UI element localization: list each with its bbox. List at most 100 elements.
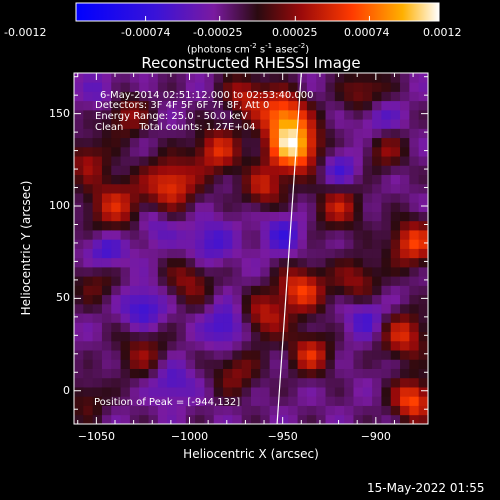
heatmap-cell: [325, 266, 336, 277]
heatmap-cell: [111, 183, 121, 194]
heatmap-cell: [83, 313, 94, 323]
heatmap-cell: [325, 211, 336, 222]
heatmap-cell: [325, 405, 336, 416]
heatmap-cell: [157, 377, 168, 388]
heatmap-cell: [167, 220, 177, 231]
heatmap-cell: [288, 359, 298, 369]
footer-timestamp: 15-May-2022 01:55: [367, 481, 485, 495]
heatmap-cell: [288, 137, 298, 148]
heatmap-cell: [129, 220, 140, 231]
heatmap-cell: [269, 220, 280, 231]
heatmap-cell: [372, 248, 382, 259]
heatmap-cell: [418, 368, 428, 379]
heatmap-cell: [418, 230, 428, 240]
heatmap-cell: [316, 156, 326, 166]
heatmap-cell: [288, 248, 298, 259]
heatmap-cell: [101, 202, 112, 212]
heatmap-cell: [409, 183, 420, 194]
heatmap-cell: [120, 405, 131, 416]
heatmap-cell: [92, 137, 103, 148]
heatmap-cell: [362, 257, 373, 268]
heatmap-cell: [390, 119, 401, 129]
heatmap-cell: [353, 174, 364, 185]
heatmap-cell: [223, 211, 233, 222]
heatmap-cell: [334, 257, 345, 268]
heatmap-cell: [269, 128, 280, 139]
heatmap-cell: [83, 294, 94, 305]
heatmap-cell: [195, 396, 205, 406]
heatmap-cell: [372, 211, 382, 222]
heatmap-cell: [74, 183, 84, 194]
heatmap-cell: [381, 294, 392, 305]
heatmap-cell: [251, 230, 261, 240]
heatmap-cell: [381, 303, 392, 314]
axis-ticks: [74, 73, 428, 424]
heatmap-cell: [129, 165, 140, 176]
heatmap-cell: [185, 368, 196, 379]
heatmap-cell: [400, 239, 410, 249]
heatmap-cell: [111, 202, 121, 212]
heatmap-cell: [83, 350, 94, 360]
heatmap-cell: [334, 340, 345, 351]
heatmap-cell: [139, 396, 149, 406]
heatmap-cell: [306, 211, 317, 222]
heatmap-cell: [260, 165, 271, 176]
heatmap-cell: [418, 109, 428, 120]
heatmap-cell: [334, 313, 345, 323]
heatmap-cell: [297, 257, 308, 268]
heatmap-cell: [139, 303, 149, 314]
heatmap-cell: [167, 414, 177, 424]
heatmap-cell: [325, 100, 336, 111]
heatmap-cell: [148, 128, 159, 139]
heatmap-cell: [204, 109, 215, 120]
heatmap-cell: [278, 100, 289, 111]
heatmap-cell: [400, 220, 410, 231]
heatmap-cell: [306, 368, 317, 379]
heatmap-cell: [157, 211, 168, 222]
heatmap-cell: [176, 100, 187, 111]
heatmap-cell: [92, 257, 103, 268]
heatmap-cell: [409, 73, 420, 83]
heatmap-cell: [223, 183, 233, 194]
heatmap-cell: [111, 257, 121, 268]
y-tick-label: 0: [63, 383, 70, 397]
heatmap-cell: [120, 331, 131, 342]
heatmap-cell: [390, 239, 401, 249]
heatmap-cell: [83, 211, 94, 222]
heatmap-cell: [148, 303, 159, 314]
heatmap-cell: [74, 340, 84, 351]
heatmap-cell: [306, 405, 317, 416]
heatmap-cell: [288, 387, 298, 397]
heatmap-cell: [390, 146, 401, 157]
heatmap-cell: [278, 257, 289, 268]
heatmap-cell: [390, 350, 401, 360]
heatmap-cell: [129, 340, 140, 351]
heatmap-cell: [195, 146, 205, 157]
heatmap-cell: [213, 414, 224, 424]
heatmap-cell: [148, 387, 159, 397]
heatmap-cell: [344, 313, 354, 323]
heatmap-cell: [148, 239, 159, 249]
heatmap-cell: [92, 414, 103, 424]
heatmap-cell: [260, 220, 271, 231]
heatmap-cell: [418, 313, 428, 323]
heatmap-cell: [148, 396, 159, 406]
heatmap-cell: [176, 91, 187, 102]
heatmap-cell: [148, 202, 159, 212]
heatmap-cell: [195, 350, 205, 360]
heatmap-cell: [297, 128, 308, 139]
heatmap-cell: [372, 387, 382, 397]
heatmap-cell: [362, 82, 373, 92]
heatmap-cell: [344, 239, 354, 249]
heatmap-cell: [316, 239, 326, 249]
heatmap-cell: [409, 211, 420, 222]
heatmap-cell: [213, 387, 224, 397]
heatmap-cell: [148, 165, 159, 176]
heatmap-cell: [232, 294, 243, 305]
heatmap-cell: [344, 285, 354, 296]
heatmap-cell: [148, 82, 159, 92]
heatmap-cell: [74, 82, 84, 92]
heatmap-cell: [195, 91, 205, 102]
heatmap-cell: [325, 220, 336, 231]
heatmap-cell: [381, 100, 392, 111]
